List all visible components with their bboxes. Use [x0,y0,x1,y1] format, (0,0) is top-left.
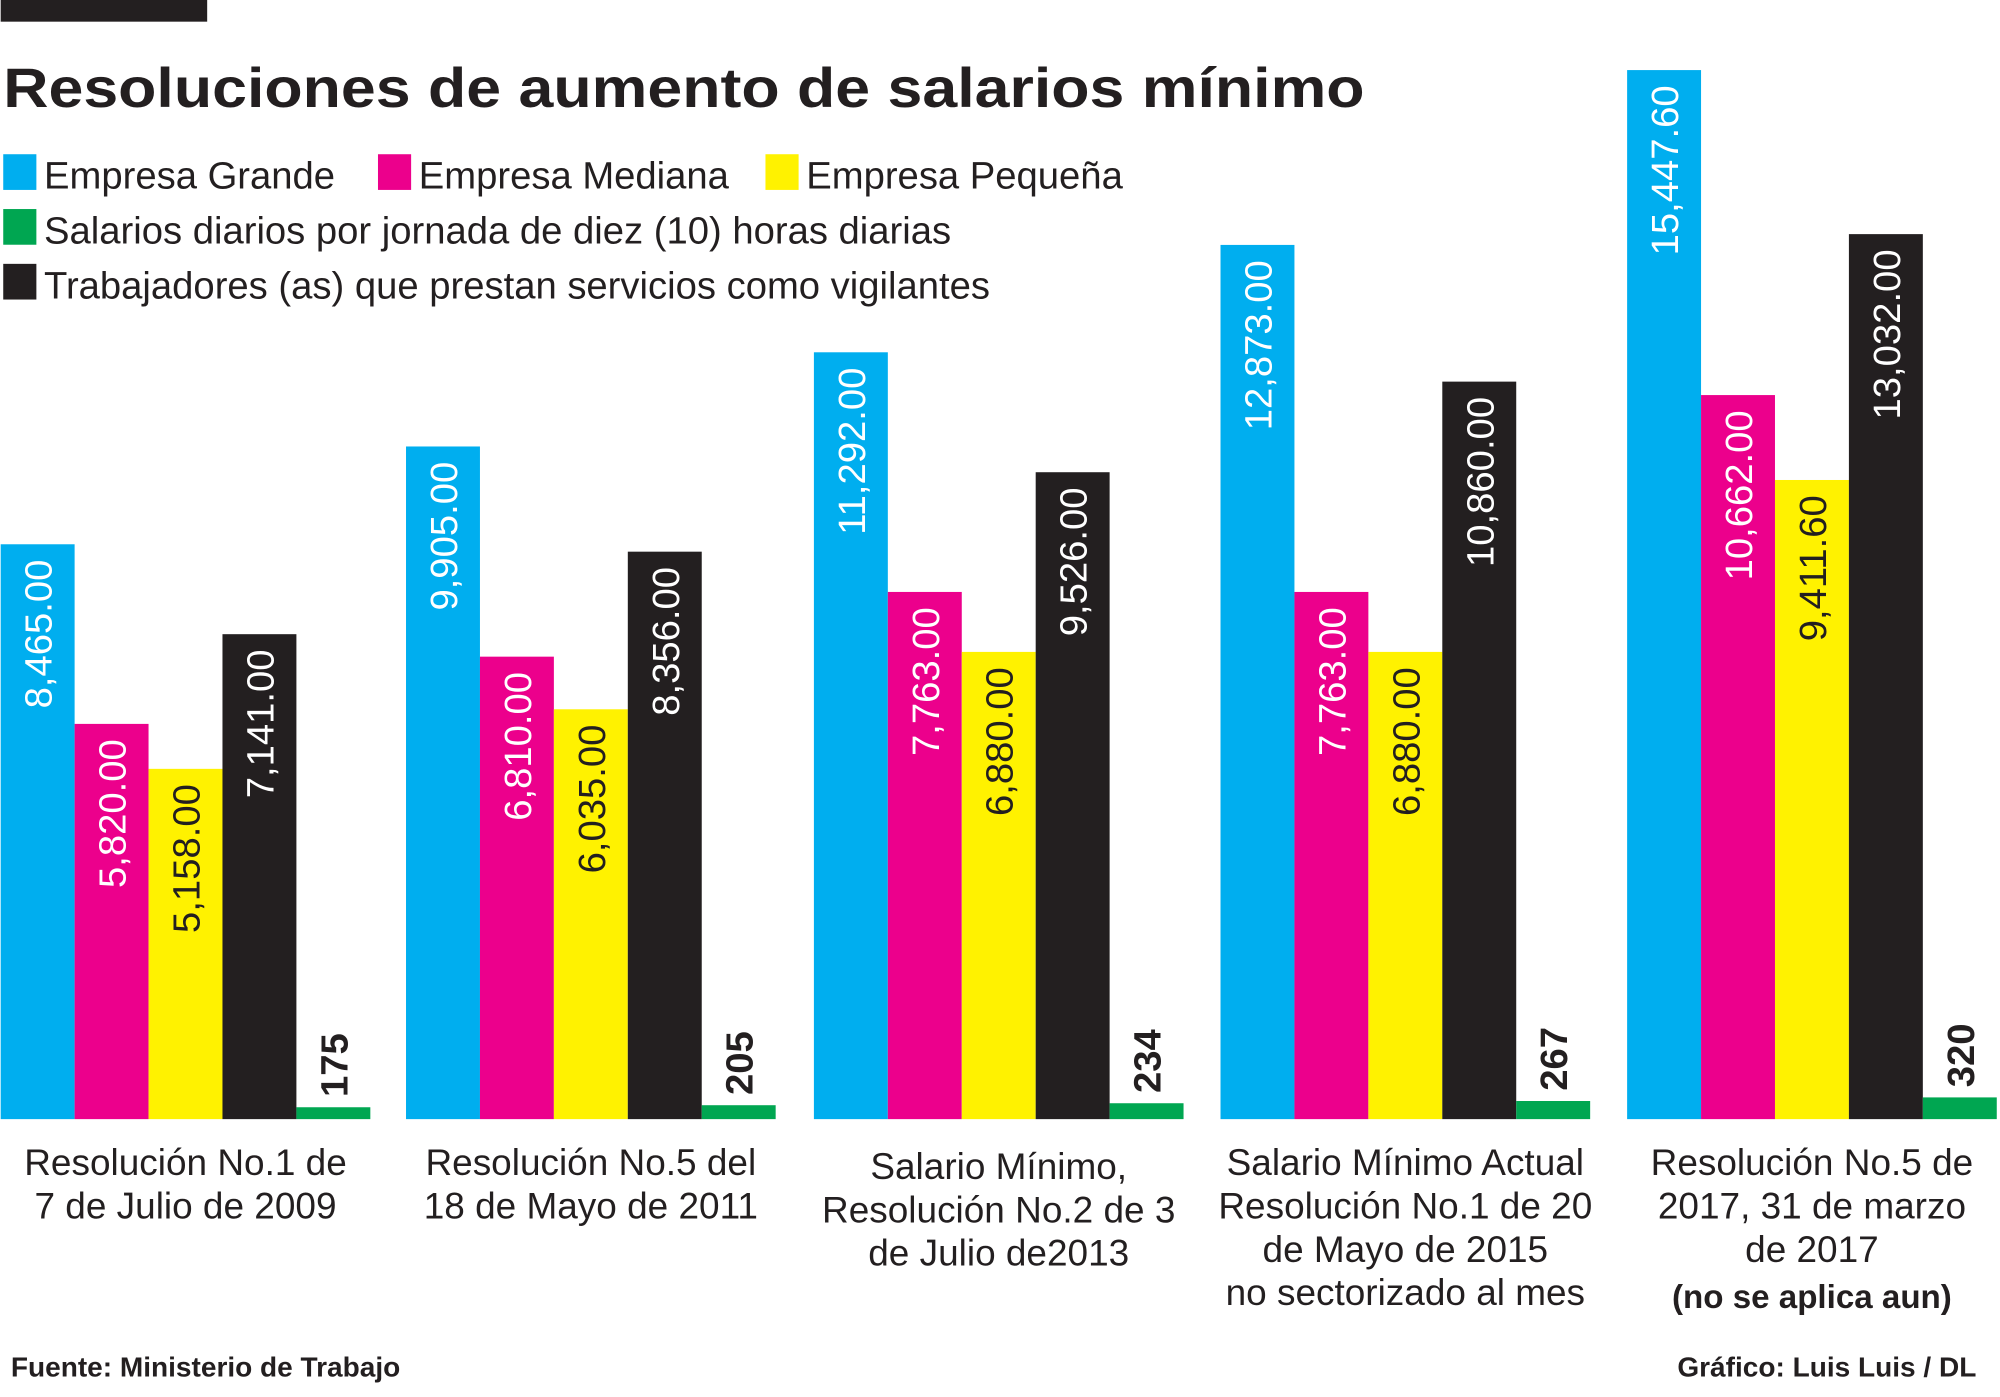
bars: 8,465.00 9,905.00 11,292.00 12,873.00 15,447… [0,70,1997,1120]
category-label: 18 de Mayo de 2011 [424,1186,758,1227]
credit-note: Gráfico: Luis Luis / DL [1677,1352,1976,1383]
category-note: (no se aplica aun) [1672,1279,1952,1316]
bar-value-label: 234 [1127,1029,1170,1094]
category-label: Salario Mínimo Actual [1227,1142,1584,1183]
bar-trabajadores-as-que-prestan-se-5 [1848,234,1923,1120]
category-label: Resolución No.5 de [1651,1142,1974,1183]
chart-title: Resoluciones de aumento de salarios míni… [3,56,1364,119]
bar-value-label: 7,141.00 [239,649,282,798]
bar-empresa-mediana-3 [887,591,962,1120]
bar-empresa-mediana-4 [1294,591,1369,1120]
header-accent-bar [0,0,208,22]
bar-salarios-diarios-por-jornada-d-4 [1516,1100,1591,1120]
legend-label-empresa-pequena: Empresa Pequeña [806,155,1123,198]
bar-trabajadores-as-que-prestan-se-2 [627,551,702,1120]
bar-empresa-grande-4 [1220,244,1295,1120]
category-label: Resolución No.1 de 20 [1218,1186,1592,1227]
bar-salarios-diarios-por-jornada-d-5 [1922,1097,1997,1120]
category-label: 7 de Julio de 2009 [34,1186,336,1227]
bar-value-label: 13,032.00 [1866,249,1909,419]
legend-swatch-empresa-mediana [377,154,412,190]
category-label: Resolución No.2 de 3 [822,1189,1175,1230]
bar-value-label: 12,873.00 [1237,260,1280,430]
bar-value-label: 6,810.00 [497,672,540,821]
legend-label-trabajadores-as-que-prestan-servicios-como-vigilantes: Trabajadores (as) que prestan servicios … [44,264,990,307]
category-labels: Resolución No.1 de7 de Julio de 2009 Reso… [24,1142,1973,1316]
bar-value-label: 7,763.00 [1311,607,1354,756]
bar-value-label: 5,158.00 [166,784,209,933]
bar-value-label: 5,820.00 [92,739,135,888]
bar-value-label: 7,763.00 [905,607,948,756]
bar-empresa-pequena-4 [1368,651,1443,1120]
category-label: no sectorizado al mes [1226,1272,1585,1313]
bar-trabajadores-as-que-prestan-se-3 [1035,472,1110,1120]
legend-label-empresa-grande: Empresa Grande [44,155,335,198]
category-label: Resolución No.1 de [24,1142,347,1183]
bar-value-label: 6,880.00 [1385,667,1428,816]
bar-empresa-pequena-1 [148,768,223,1120]
bar-empresa-grande-1 [0,544,75,1120]
category-label: 2017, 31 de marzo [1658,1186,1966,1227]
bar-empresa-mediana-1 [74,723,149,1120]
category-label: Resolución No.5 del [425,1142,756,1183]
bar-value-label: 9,905.00 [423,462,466,611]
bar-value-label: 205 [719,1031,762,1095]
category-label: de Mayo de 2015 [1263,1229,1549,1270]
bar-value-label: 267 [1533,1027,1576,1091]
bar-empresa-grande-3 [813,352,888,1120]
bar-empresa-mediana-5 [1701,395,1775,1120]
legend-swatch-salarios-diarios-por-jornada-de-diez-10-horas-diarias [3,209,37,245]
bar-empresa-pequena-2 [553,709,628,1120]
bar-value-label: 10,662.00 [1718,410,1761,580]
legend-label-empresa-mediana: Empresa Mediana [419,155,730,198]
bar-value-label: 8,465.00 [18,560,61,709]
legend-swatch-trabajadores-as-que-prestan-servicios-como-vigilantes [3,263,37,300]
bar-salarios-diarios-por-jornada-d-1 [296,1107,371,1120]
bar-value-label: 320 [1940,1023,1983,1087]
source-note: Fuente: Ministerio de Trabajo [11,1352,400,1383]
bar-value-label: 6,035.00 [571,725,614,874]
legend-swatch-empresa-grande [3,154,37,190]
bar-value-label: 9,526.00 [1053,488,1096,637]
bar-empresa-grande-5 [1627,70,1702,1120]
bar-empresa-mediana-2 [479,656,554,1120]
bar-empresa-pequena-3 [961,651,1036,1120]
bar-trabajadores-as-que-prestan-se-4 [1442,381,1517,1120]
bar-value-label: 6,880.00 [979,667,1022,816]
legend: Empresa Grande Empresa Mediana Empresa Peq… [3,154,1124,307]
bar-empresa-grande-2 [406,446,480,1120]
bar-value-label: 15,447.60 [1644,85,1687,255]
bar-value-label: 10,860.00 [1459,397,1502,567]
bar-salarios-diarios-por-jornada-d-3 [1109,1103,1184,1120]
bar-value-label: 175 [313,1033,356,1097]
legend-swatch-empresa-pequena [765,154,799,190]
bar-value-label: 11,292.00 [831,368,874,535]
bar-trabajadores-as-que-prestan-se-1 [222,634,297,1120]
bar-empresa-pequena-5 [1774,479,1849,1120]
bar-salarios-diarios-por-jornada-d-2 [701,1105,776,1120]
bar-value-label: 9,411.60 [1792,495,1835,641]
category-label: de Julio de2013 [868,1233,1129,1274]
legend-label-salarios-diarios-por-jornada-de-diez-10-horas-diarias: Salarios diarios por jornada de diez (10… [44,209,951,252]
category-label: Salario Mínimo, [870,1146,1127,1187]
bar-value-label: 8,356.00 [645,567,688,716]
category-label: de 2017 [1745,1229,1879,1270]
